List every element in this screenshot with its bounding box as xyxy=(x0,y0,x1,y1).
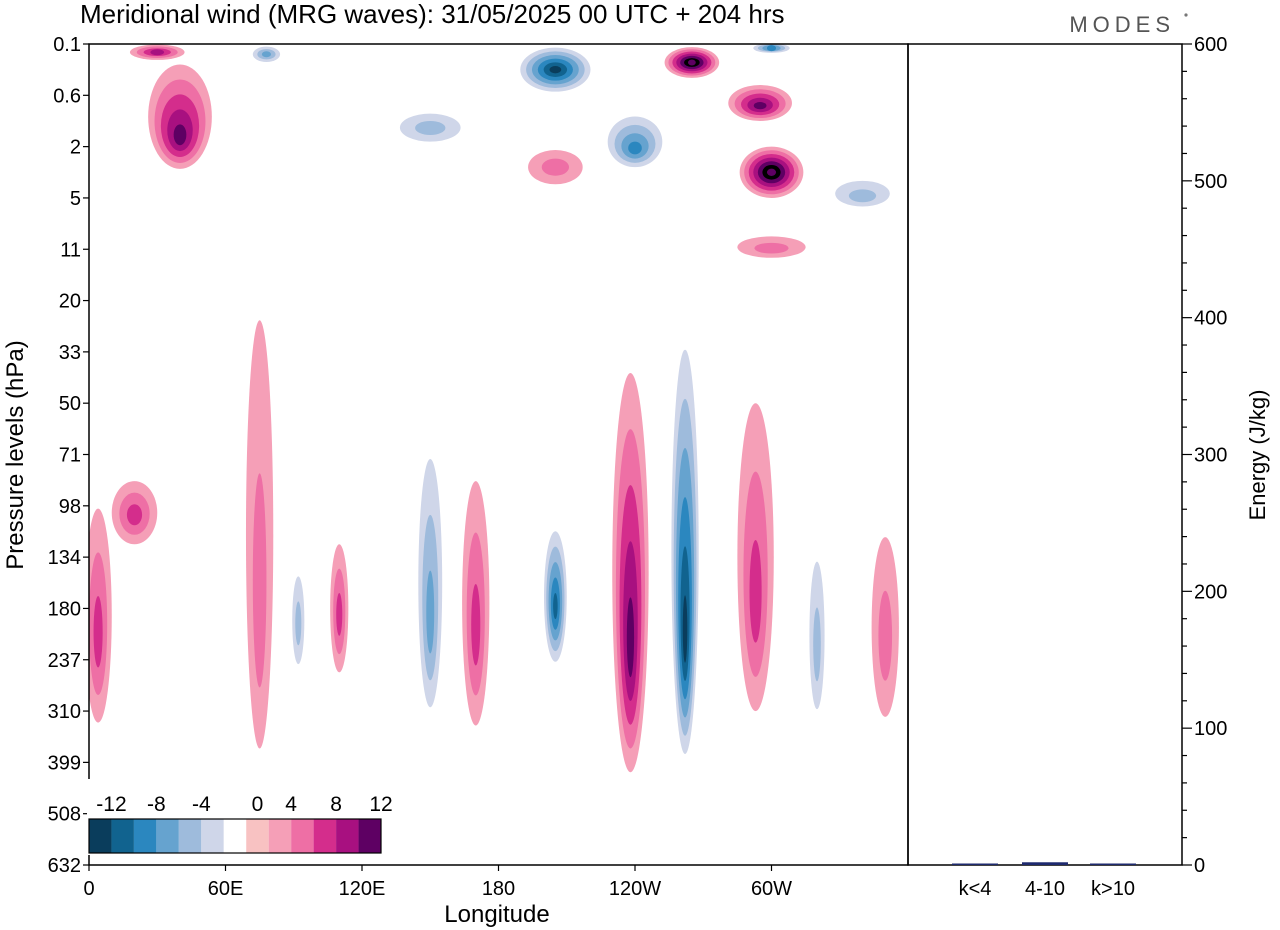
colorbar-swatch xyxy=(268,819,292,853)
contour-region xyxy=(626,597,635,678)
contour-region xyxy=(173,124,187,146)
energy-tick-label: 100 xyxy=(1194,718,1227,740)
contour-region xyxy=(687,59,696,66)
pressure-tick-label: 0.1 xyxy=(53,34,81,56)
colorbar-swatch xyxy=(89,819,112,853)
energy-bar xyxy=(952,863,998,865)
contour-region xyxy=(766,45,777,52)
x-axis-title: Longitude xyxy=(444,901,549,928)
longitude-tick-label: 120W xyxy=(609,878,661,900)
colorbar-swatch xyxy=(336,819,359,853)
colorbar-label: 12 xyxy=(369,793,392,816)
contour-region xyxy=(541,158,570,176)
contour-region xyxy=(749,540,762,643)
energy-bar xyxy=(1090,863,1136,865)
energy-tick-label: 300 xyxy=(1194,445,1227,467)
contour-region xyxy=(295,601,302,646)
contour-region xyxy=(252,473,267,688)
longitude-tick-label: 120E xyxy=(339,878,386,900)
contour-region xyxy=(813,607,821,682)
colorbar-swatch xyxy=(156,819,179,853)
colorbar-label: -12 xyxy=(96,793,126,816)
pressure-tick-label: 50 xyxy=(59,393,81,415)
contour-region xyxy=(150,49,165,56)
energy-tick-label: 0 xyxy=(1194,855,1205,877)
chart-title: Meridional wind (MRG waves): 31/05/2025 … xyxy=(80,0,785,29)
contour-region xyxy=(878,590,893,681)
energy-axis-title: Energy (J/kg) xyxy=(1245,390,1270,521)
pressure-tick-label: 134 xyxy=(48,547,81,569)
colorbar-label: -8 xyxy=(147,793,166,816)
pressure-tick-label: 237 xyxy=(48,650,81,672)
pressure-axis: 0.1 0.6 2 5 11 20 33 50 71 98 134 180 237 310 399 508 63… xyxy=(48,34,89,877)
longitude-tick-label: 0 xyxy=(83,878,94,900)
pressure-tick-label: 33 xyxy=(59,342,81,364)
energy-category-label: k<4 xyxy=(959,878,992,900)
colorbar-label: -4 xyxy=(192,793,211,816)
y-axis-title: Pressure levels (hPa) xyxy=(2,340,29,569)
colorbar-label: 0 xyxy=(252,793,264,816)
pressure-tick-label: 632 xyxy=(48,855,81,877)
contour-region xyxy=(607,272,663,305)
colorbar-label: 4 xyxy=(285,793,297,816)
contour-region xyxy=(261,51,272,58)
brand-registered-icon xyxy=(1184,13,1188,17)
pressure-tick-label: 71 xyxy=(59,445,81,467)
colorbar-legend: -12 -8 -4 0 4 8 12 xyxy=(87,779,393,855)
longitude-tick-label: 60E xyxy=(208,878,244,900)
contour-region xyxy=(553,592,558,620)
energy-category-label: k>10 xyxy=(1091,878,1135,900)
pressure-tick-label: 20 xyxy=(59,291,81,313)
energy-tick-label: 500 xyxy=(1194,171,1227,193)
colorbar-label: 8 xyxy=(330,793,342,816)
colorbar-swatch xyxy=(358,819,381,853)
colorbar-swatch xyxy=(246,819,269,853)
pressure-tick-label: 399 xyxy=(48,752,81,774)
contour-region xyxy=(682,595,688,663)
pressure-tick-label: 180 xyxy=(48,598,81,620)
longitude-tick-label: 180 xyxy=(482,878,515,900)
colorbar-swatch xyxy=(111,819,134,853)
contour-region xyxy=(336,593,343,636)
colorbar-swatch xyxy=(178,819,202,853)
colorbar-frame xyxy=(88,818,382,854)
contour-region xyxy=(549,65,562,74)
longitude-tick-label: 60W xyxy=(751,878,792,900)
energy-tick-label: 400 xyxy=(1194,308,1227,330)
pressure-tick-label: 5 xyxy=(70,188,81,210)
contour-region xyxy=(766,168,777,176)
pressure-tick-label: 11 xyxy=(60,239,81,261)
contour-region xyxy=(848,189,877,203)
contour-region xyxy=(415,120,446,135)
contour-region xyxy=(170,44,212,746)
pressure-tick-label: 98 xyxy=(59,496,81,518)
pressure-tick-label: 310 xyxy=(48,701,81,723)
contour-region xyxy=(426,570,435,654)
energy-axis: 0 100 200 300 400 500 600 xyxy=(1182,34,1227,877)
contour-region xyxy=(754,242,789,254)
brand-logo: MODES xyxy=(1069,12,1175,37)
colorbar-swatch xyxy=(223,819,247,853)
energy-bar xyxy=(1022,862,1068,865)
energy-category-label: 4-10 xyxy=(1025,878,1065,900)
wind-contour-field xyxy=(89,44,904,773)
contour-region xyxy=(471,583,481,666)
energy-tick-label: 600 xyxy=(1194,34,1227,56)
contour-region xyxy=(628,141,642,155)
contour-region xyxy=(753,102,767,110)
longitude-axis: 0 60E 120E 180 120W 60W xyxy=(83,865,792,900)
contour-region xyxy=(126,504,143,526)
colorbar-swatch xyxy=(313,819,337,853)
pressure-tick-label: 508 xyxy=(48,804,81,826)
colorbar-swatch xyxy=(133,819,157,853)
colorbar-swatch xyxy=(291,819,314,853)
colorbar-swatch xyxy=(201,819,224,853)
energy-bars: k<4 4-10 k>10 xyxy=(952,862,1136,900)
energy-panel-frame xyxy=(907,43,1183,866)
pressure-tick-label: 2 xyxy=(70,137,81,159)
energy-tick-label: 200 xyxy=(1194,581,1227,603)
contour-region xyxy=(93,596,103,668)
pressure-tick-label: 0.6 xyxy=(53,85,81,107)
